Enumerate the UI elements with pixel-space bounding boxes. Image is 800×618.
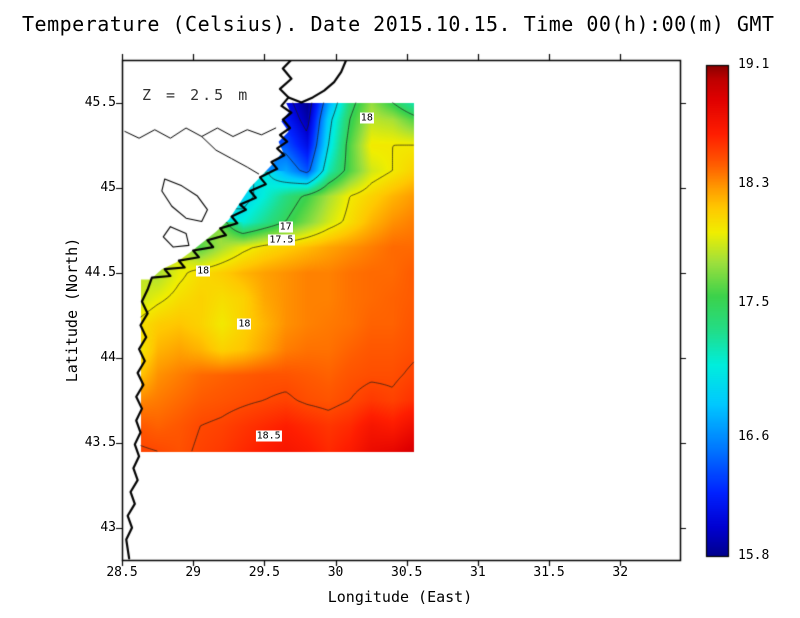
x-tick-label: 32 — [612, 565, 629, 580]
y-tick-label: 45.5 — [84, 94, 116, 110]
x-axis-label: Longitude (East) — [327, 588, 473, 606]
x-tick-label: 31 — [470, 565, 486, 580]
y-tick-label: 44 — [100, 349, 116, 365]
chart-title: Temperature (Celsius). Date 2015.10.15. … — [22, 12, 775, 36]
contour-label: 17.5 — [268, 234, 295, 246]
contour-label: 18 — [196, 265, 211, 277]
contour-label: 18 — [237, 318, 252, 330]
y-tick-label: 43.5 — [84, 434, 116, 450]
colorbar-label: 18.3 — [738, 176, 770, 192]
contour-label: 17 — [278, 221, 293, 233]
y-tick-label: 45 — [100, 179, 116, 195]
x-tick-label: 30.5 — [391, 565, 423, 580]
y-tick-label: 43 — [100, 519, 116, 535]
colorbar-label: 17.5 — [738, 295, 770, 311]
x-tick-label: 29 — [185, 565, 201, 580]
depth-annotation: Z = 2.5 m — [142, 86, 251, 104]
y-tick-label: 44.5 — [84, 264, 116, 280]
x-tick-label: 30 — [327, 565, 344, 580]
colorbar-label: 19.1 — [738, 57, 770, 72]
x-tick-label: 31.5 — [533, 565, 565, 580]
colorbar-label: 16.6 — [738, 428, 770, 444]
contour-label: 18.5 — [255, 430, 282, 442]
contour-label: 18 — [359, 112, 374, 124]
colorbar-label: 15.8 — [738, 548, 770, 563]
x-tick-label: 28.5 — [106, 565, 138, 580]
x-tick-label: 29.5 — [248, 565, 280, 580]
